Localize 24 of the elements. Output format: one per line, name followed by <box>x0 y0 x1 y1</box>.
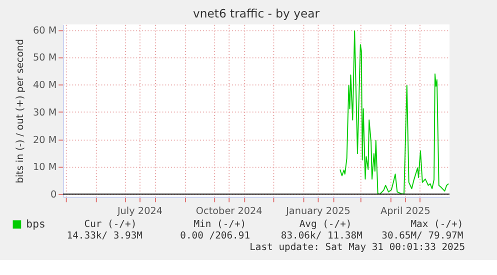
y-tick-label: 40 M <box>32 80 57 92</box>
x-tick-label: April 2025 <box>380 206 430 217</box>
text: Cur (-/+) <box>84 218 137 230</box>
text: Last update: Sat May 31 00:01:33 2025 <box>250 242 466 254</box>
text: 0.00 /206.91 <box>180 230 250 242</box>
y-tick-label: 50 M <box>32 52 57 64</box>
text: Min (-/+) <box>194 218 246 230</box>
x-tick-label: October 2024 <box>196 206 262 217</box>
text: Max (-/+) <box>410 218 464 230</box>
y-tick-label: 30 M <box>32 107 57 118</box>
y-tick-label: 60 M <box>32 25 57 36</box>
x-tick-label: July 2024 <box>116 206 163 217</box>
legend-label: bps <box>26 217 46 230</box>
text: Avg (-/+) <box>299 218 352 230</box>
y-tick-label: 20 M <box>32 134 57 146</box>
y-tick-label: 10 M <box>32 162 57 174</box>
line-series <box>340 30 450 195</box>
chart-title: vnet6 traffic - by year <box>193 6 320 21</box>
text: 30.65M/ 79.97M <box>382 230 464 242</box>
text: 14.33k/ 3.93M <box>66 230 143 242</box>
y-axis-title: bits in (-) / out (+) per second <box>15 38 26 184</box>
x-tick-label: January 2025 <box>285 206 350 217</box>
y-tick-label: 0 <box>50 190 57 200</box>
text: 83.06k/ 11.38M <box>280 230 363 242</box>
